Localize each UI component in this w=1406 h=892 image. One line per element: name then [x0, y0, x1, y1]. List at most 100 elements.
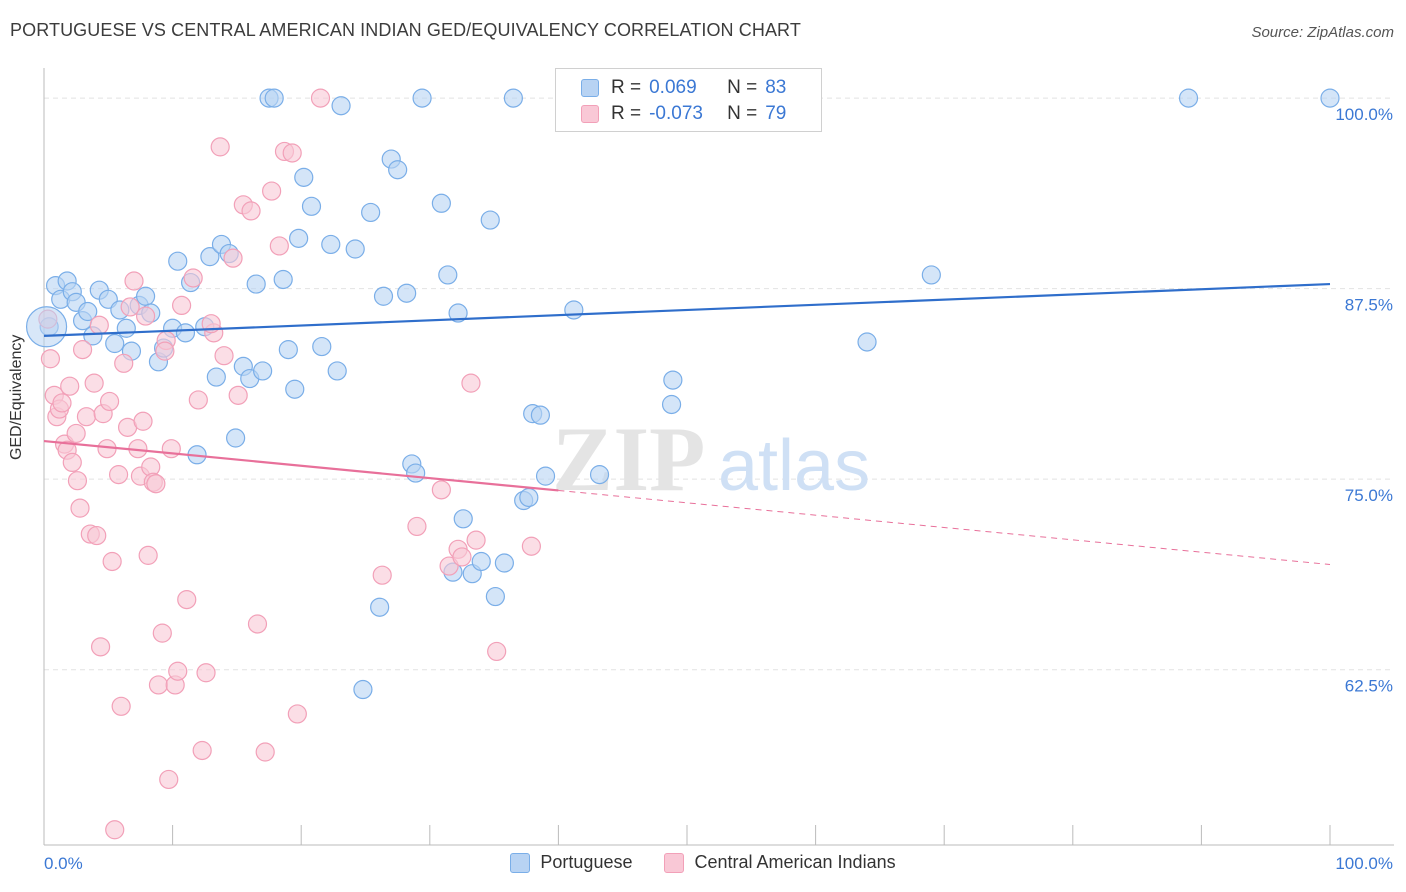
data-point-central-american-indians — [114, 353, 134, 373]
data-point-portuguese — [301, 196, 322, 216]
data-point-portuguese — [370, 597, 390, 617]
data-point-portuguese — [273, 269, 293, 290]
data-point-central-american-indians — [223, 248, 243, 268]
data-point-portuguese — [105, 333, 125, 354]
chart-title: PORTUGUESE VS CENTRAL AMERICAN INDIAN GE… — [10, 20, 801, 40]
data-point-portuguese — [200, 247, 220, 267]
data-point-central-american-indians — [247, 614, 268, 634]
data-point-portuguese — [175, 323, 196, 343]
data-point-portuguese — [331, 96, 351, 116]
legend-label-portuguese: Portuguese — [540, 852, 633, 872]
legend-r-label: R = — [611, 77, 642, 98]
legend-item-portuguese[interactable]: Portuguese — [510, 852, 632, 873]
data-point-portuguese — [397, 283, 417, 303]
legend-n-value: 83 — [765, 77, 787, 98]
trend-line-portuguese — [43, 282, 1331, 337]
watermark-atlas: atlas — [718, 426, 870, 506]
data-point-central-american-indians — [70, 498, 90, 518]
axes-layer — [43, 68, 1394, 846]
data-point-portuguese — [503, 88, 523, 108]
data-point-portuguese — [1178, 88, 1199, 108]
data-point-portuguese — [589, 465, 610, 485]
data-point-central-american-indians — [466, 530, 486, 550]
legend-n-label: N = — [727, 103, 758, 124]
data-point-central-american-indians — [76, 407, 97, 427]
data-point-central-american-indians — [168, 661, 188, 681]
data-point-central-american-indians — [177, 589, 197, 610]
data-point-portuguese — [253, 361, 273, 381]
data-point-portuguese — [116, 318, 136, 338]
data-point-central-american-indians — [108, 465, 129, 485]
data-point-portuguese — [857, 332, 877, 352]
data-point-central-american-indians — [172, 295, 192, 316]
data-point-portuguese — [78, 301, 98, 322]
data-point-central-american-indians — [72, 340, 93, 360]
data-point-central-american-indians — [196, 663, 216, 683]
source-label: Source: ZipAtlas.com — [1251, 24, 1394, 41]
legend-item-central-american-indians[interactable]: Central American Indians — [664, 852, 896, 873]
data-point-portuguese — [294, 167, 314, 187]
watermark: ZIP atlas — [552, 408, 870, 510]
data-point-portuguese — [412, 88, 432, 108]
data-point-portuguese — [246, 274, 266, 294]
data-point-portuguese — [388, 160, 408, 180]
data-point-central-american-indians — [287, 704, 307, 724]
data-point-portuguese — [168, 251, 188, 271]
data-point-portuguese — [345, 239, 365, 259]
data-point-portuguese — [1320, 88, 1340, 108]
data-point-central-american-indians — [183, 268, 203, 288]
data-point-central-american-indians — [255, 742, 275, 762]
data-point-portuguese — [321, 234, 341, 255]
data-point-central-american-indians — [210, 137, 230, 157]
data-point-central-american-indians — [60, 376, 80, 396]
data-point-portuguese — [661, 394, 682, 415]
data-point-central-american-indians — [146, 474, 166, 494]
data-point-central-american-indians — [111, 696, 131, 716]
data-point-central-american-indians — [52, 393, 72, 413]
y-tick-label: 87.5% — [1345, 296, 1393, 315]
data-point-portuguese — [453, 509, 473, 529]
data-point-central-american-indians — [89, 315, 109, 335]
data-point-central-american-indians — [214, 346, 234, 366]
data-point-central-american-indians — [155, 341, 175, 361]
data-point-portuguese — [494, 553, 514, 573]
trend-layer — [43, 282, 1331, 566]
data-point-portuguese — [312, 336, 332, 357]
trend-line-central-american-indians-extrapolated — [558, 489, 1331, 566]
data-point-central-american-indians — [431, 480, 451, 500]
legend-swatch-central-american-indians — [581, 105, 599, 123]
data-point-portuguese — [278, 340, 298, 360]
legend-r-label: R = — [611, 103, 642, 124]
data-point-portuguese — [535, 466, 556, 486]
data-point-portuguese — [530, 405, 550, 425]
data-point-portuguese — [361, 202, 381, 223]
data-point-central-american-indians — [138, 545, 158, 565]
series-legend: Portuguese Central American Indians — [0, 852, 1406, 873]
data-point-portuguese — [327, 361, 347, 381]
legend-swatch-portuguese — [510, 852, 531, 873]
data-point-portuguese — [289, 228, 309, 248]
data-point-central-american-indians — [372, 565, 392, 585]
data-point-portuguese — [431, 193, 451, 213]
data-point-central-american-indians — [120, 297, 140, 317]
legend-row-portuguese: R = 0.069 N = 83 — [581, 76, 786, 100]
legend-row-central-american-indians: R = -0.073 N = 79 — [581, 102, 786, 126]
data-point-central-american-indians — [90, 637, 111, 657]
data-point-central-american-indians — [87, 525, 107, 546]
data-point-central-american-indians — [241, 201, 261, 221]
data-point-portuguese — [448, 303, 468, 323]
data-point-central-american-indians — [105, 820, 125, 840]
data-point-central-american-indians — [40, 349, 61, 369]
data-point-central-american-indians — [262, 181, 282, 201]
data-point-portuguese — [206, 367, 226, 387]
data-point-portuguese — [438, 265, 458, 285]
data-point-portuguese — [480, 210, 500, 230]
data-point-central-american-indians — [188, 390, 208, 410]
legend-r-value: 0.069 — [649, 77, 697, 98]
data-point-central-american-indians — [133, 411, 153, 431]
data-point-central-american-indians — [84, 373, 104, 393]
y-tick-label: 62.5% — [1345, 677, 1393, 696]
data-point-central-american-indians — [452, 547, 472, 567]
watermark-zip: ZIP — [552, 408, 705, 510]
